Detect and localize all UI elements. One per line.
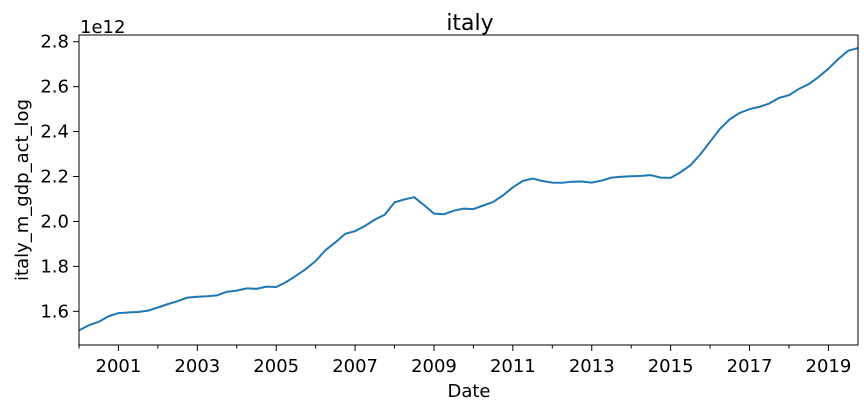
y-tick-label: 1.8 [40,256,69,277]
x-tick-label: 2015 [648,356,694,377]
y-axis: 1.6 1.8 2.0 2.2 2.4 2.6 2.8 [40,32,79,322]
y-tick-label: 2.0 [40,211,69,232]
y-tick-label: 2.6 [40,77,69,98]
x-tick-label: 2005 [253,356,299,377]
series-group [78,47,859,332]
series-line [78,47,859,332]
x-tick-label: 2007 [332,356,378,377]
x-tick-label: 2001 [96,356,142,377]
x-tick-label: 2003 [174,356,220,377]
y-tick-label: 2.2 [40,167,69,188]
x-axis-minor-ticks [78,345,790,349]
plot-frame [78,34,859,346]
y-offset-label: 1e12 [80,17,125,38]
y-axis-title: italy_m_gdp_act_log [12,99,33,281]
y-tick-label: 2.8 [40,32,69,53]
x-axis: 2001 2003 2005 2007 2009 2011 2013 2015 2017 2019 [96,345,852,377]
y-tick-label: 1.6 [40,301,69,322]
x-tick-label: 2011 [490,356,536,377]
y-tick-label: 2.4 [40,122,69,143]
x-tick-label: 2009 [411,356,457,377]
chart-title: italy [446,11,493,36]
x-tick-label: 2019 [806,356,852,377]
x-tick-label: 2017 [727,356,773,377]
x-axis-title: Date [447,381,490,402]
x-tick-label: 2013 [569,356,615,377]
